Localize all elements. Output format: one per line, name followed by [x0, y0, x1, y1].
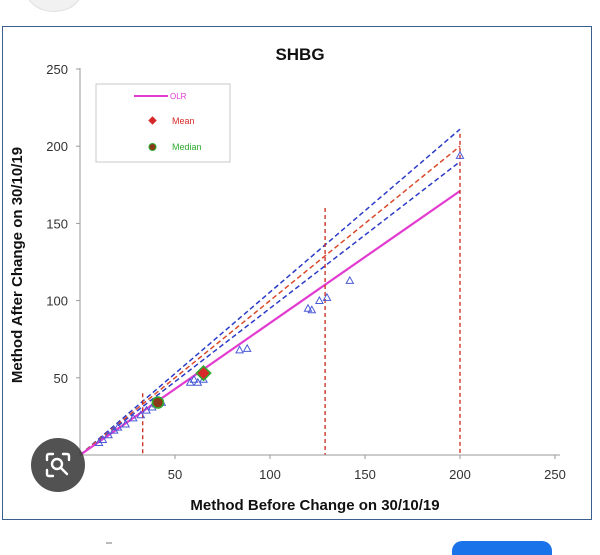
chart-title: SHBG	[275, 45, 324, 64]
x-tick-label: 100	[259, 467, 281, 482]
legend-mean-swatch	[148, 116, 157, 125]
median-point	[151, 396, 165, 409]
lens-icon	[45, 452, 71, 478]
data-point	[98, 434, 108, 443]
regression-lines	[79, 128, 461, 456]
data-point	[455, 150, 465, 159]
x-tick-label: 200	[449, 467, 471, 482]
identity-line	[79, 145, 461, 456]
axes	[79, 68, 560, 456]
bottom-divider-remnant	[106, 542, 112, 544]
data-point	[303, 303, 313, 312]
legend-median-label: Median	[172, 142, 202, 152]
decision-level-lines	[142, 133, 461, 455]
data-point	[104, 430, 113, 439]
y-tick-label: 50	[54, 371, 68, 386]
x-axis-label: Method Before Change on 30/10/19	[190, 497, 439, 514]
legend-olr-label: OLR	[170, 92, 187, 101]
ci-lower-line	[79, 161, 461, 456]
legend-mean-label: Mean	[172, 116, 195, 126]
tick-labels: 50 100 150 200 250 50 100 150 200 250	[46, 62, 566, 482]
legend: OLR Mean Median	[95, 83, 231, 163]
data-point	[121, 419, 131, 428]
x-tick-label: 150	[354, 467, 376, 482]
mean-point	[195, 364, 212, 382]
bottom-action-button-remnant[interactable]	[452, 541, 552, 555]
y-tick-label: 200	[46, 139, 68, 154]
data-point	[345, 275, 355, 284]
summary-points	[151, 364, 212, 409]
ci-upper-line	[79, 128, 461, 456]
y-tick-label: 100	[46, 294, 68, 309]
olr-line	[79, 190, 461, 456]
data-point	[322, 292, 332, 301]
data-point	[113, 422, 123, 431]
y-axis-label: Method After Change on 30/10/19	[9, 147, 26, 383]
data-point	[242, 343, 252, 352]
legend-median-swatch	[148, 143, 157, 151]
data-points	[94, 150, 465, 447]
x-tick-label: 250	[544, 467, 566, 482]
data-point	[136, 410, 146, 419]
top-toolbar-remnant	[0, 0, 600, 14]
data-point	[189, 374, 199, 383]
data-point	[235, 345, 245, 354]
data-point	[314, 295, 324, 304]
y-tick-label: 250	[46, 62, 68, 77]
data-point	[307, 305, 317, 314]
data-point	[128, 413, 138, 422]
y-tick-label: 150	[46, 216, 68, 231]
x-tick-label: 50	[168, 467, 182, 482]
lens-search-button[interactable]	[31, 438, 85, 492]
